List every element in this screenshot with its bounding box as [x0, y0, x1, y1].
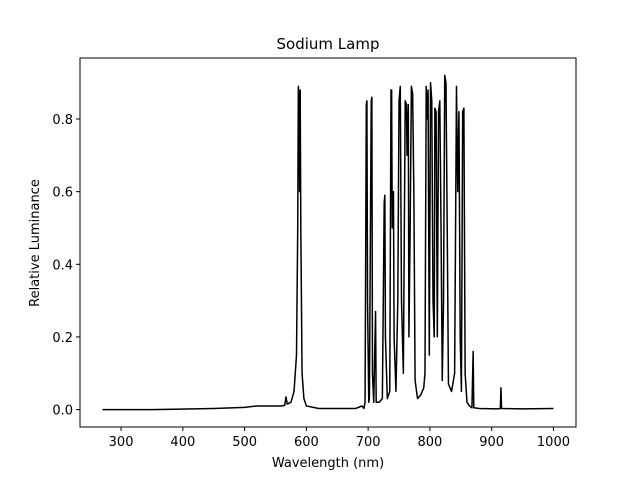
x-tick-label: 500: [232, 435, 257, 450]
y-tick-label: 0.2: [52, 331, 73, 346]
y-tick-label: 0.6: [52, 186, 73, 201]
x-tick-label: 600: [294, 435, 319, 450]
data-line: [102, 74, 554, 411]
x-tick-label: 1000: [537, 435, 570, 450]
x-tick-label: 900: [479, 435, 504, 450]
chart-title: Sodium Lamp: [277, 35, 380, 53]
x-tick-label: 300: [109, 435, 134, 450]
y-tick-label: 0.0: [52, 404, 73, 419]
x-tick-label: 400: [170, 435, 195, 450]
y-tick-label: 0.8: [52, 113, 73, 128]
y-axis-label: Relative Luminance: [28, 179, 43, 307]
x-tick-label: 800: [418, 435, 443, 450]
axes-frame: [79, 57, 577, 428]
y-tick-label: 0.4: [52, 258, 73, 273]
x-tick-label: 700: [356, 435, 381, 450]
x-axis-label: Wavelength (nm): [272, 456, 384, 471]
